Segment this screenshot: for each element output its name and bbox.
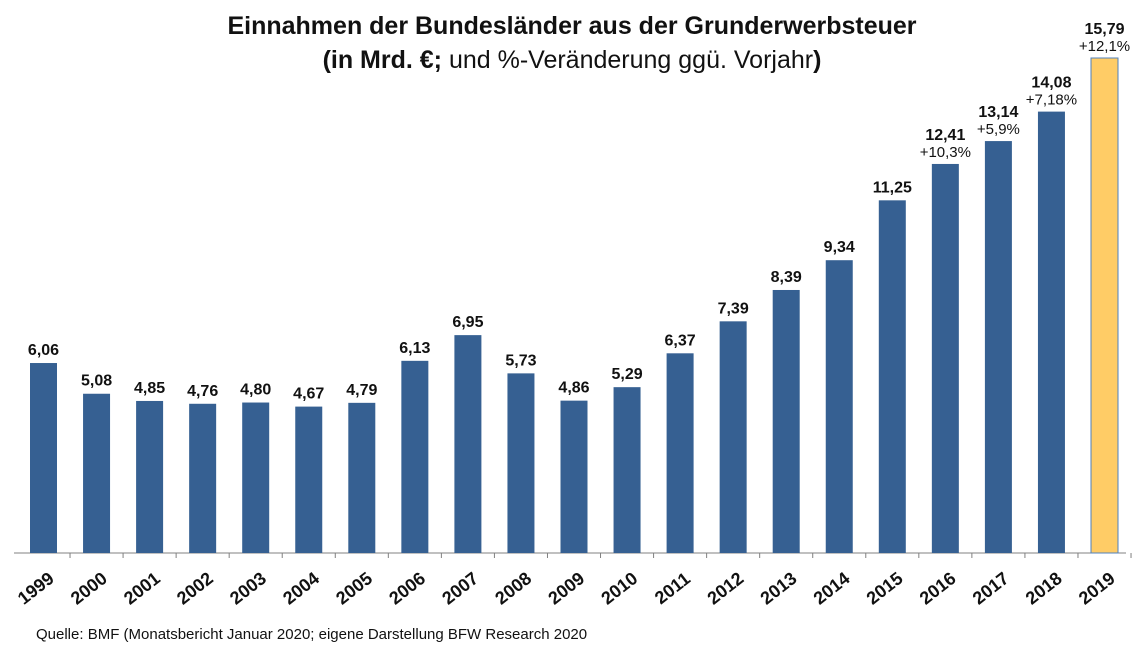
value-label-2008: 5,73	[505, 352, 536, 369]
value-label-2013: 8,39	[771, 269, 802, 286]
bar-2002	[189, 403, 217, 553]
value-label-1999: 6,06	[28, 342, 59, 359]
bar-2015	[878, 200, 906, 553]
value-label-2006: 6,13	[399, 340, 430, 357]
chart-subtitle: (in Mrd. €; und %-Veränderung ggü. Vorja…	[0, 44, 1144, 76]
bar-2003	[242, 402, 270, 553]
x-tick-label-2019: 2019	[1075, 568, 1119, 608]
x-tick-label-2015: 2015	[863, 568, 907, 608]
x-tick-label-2010: 2010	[597, 568, 641, 608]
x-tick-label-2016: 2016	[916, 568, 960, 608]
value-label-2010: 5,29	[611, 366, 642, 383]
value-label-2017: 13,14	[978, 104, 1018, 121]
chart-title: Einnahmen der Bundesländer aus der Grund…	[227, 12, 917, 40]
subtitle-close: )	[813, 46, 822, 74]
value-label-2003: 4,80	[240, 382, 271, 399]
x-tick-label-2008: 2008	[491, 568, 535, 608]
bar-2009	[560, 400, 588, 553]
bar-2010	[613, 387, 641, 553]
bar-2019	[1090, 57, 1119, 554]
change-label-2016: +10,3%	[920, 144, 971, 161]
value-label-2000: 5,08	[81, 373, 112, 390]
x-tick-label-2004: 2004	[279, 568, 323, 608]
value-label-2004: 4,67	[293, 386, 324, 403]
bar-2007	[454, 335, 482, 553]
value-label-2011: 6,37	[665, 332, 696, 349]
x-tick-label-2000: 2000	[67, 568, 111, 608]
change-label-2018: +7,18%	[1026, 92, 1077, 109]
x-tick-label-2009: 2009	[544, 568, 588, 608]
x-tick-label-2012: 2012	[704, 568, 748, 608]
x-tick-label-2001: 2001	[120, 568, 164, 608]
value-label-2001: 4,85	[134, 380, 165, 397]
value-label-2002: 4,76	[187, 383, 218, 400]
bar-2013	[772, 289, 800, 553]
bar-2011	[666, 353, 694, 553]
change-label-2017: +5,9%	[977, 121, 1020, 138]
bar-2017	[984, 141, 1012, 553]
bar-2014	[825, 260, 853, 553]
x-tick-label-1999: 1999	[14, 568, 58, 608]
source-note: Quelle: BMF (Monatsbericht Januar 2020; …	[36, 626, 588, 643]
x-tick-label-2006: 2006	[385, 568, 429, 608]
bar-2005	[348, 402, 376, 553]
value-label-2009: 4,86	[558, 380, 589, 397]
bar-1999	[30, 363, 57, 553]
x-tick-label-2002: 2002	[173, 568, 217, 608]
x-tick-label-2013: 2013	[757, 568, 801, 608]
bar-2008	[507, 373, 535, 553]
bar-2006	[401, 360, 429, 553]
value-label-2018: 14,08	[1031, 75, 1071, 92]
x-tick-label-2018: 2018	[1022, 568, 1066, 608]
value-label-2019: 15,79	[1084, 21, 1124, 38]
bar-2016	[931, 163, 959, 553]
bar-2018	[1037, 111, 1065, 553]
bar-2004	[295, 406, 323, 553]
x-tick-label-2007: 2007	[438, 568, 482, 608]
subtitle-text: und %-Veränderung ggü. Vorjahr	[442, 46, 814, 74]
bar-2012	[719, 321, 747, 553]
change-label-2019: +12,1%	[1079, 38, 1130, 55]
value-label-2015: 11,25	[873, 179, 912, 196]
value-label-2005: 4,79	[346, 382, 377, 399]
x-tick-label-2017: 2017	[969, 568, 1013, 608]
value-label-2007: 6,95	[452, 314, 483, 331]
subtitle-open: (in Mrd. €;	[322, 46, 442, 74]
value-label-2014: 9,34	[824, 239, 855, 256]
x-tick-label-2003: 2003	[226, 568, 270, 608]
x-tick-label-2005: 2005	[332, 568, 376, 608]
x-tick-label-2014: 2014	[810, 568, 854, 608]
value-label-2012: 7,39	[718, 300, 749, 317]
bar-2000	[83, 393, 111, 553]
value-label-2016: 12,41	[925, 127, 965, 144]
bar-2001	[136, 400, 164, 553]
x-tick-label-2011: 2011	[651, 568, 694, 608]
